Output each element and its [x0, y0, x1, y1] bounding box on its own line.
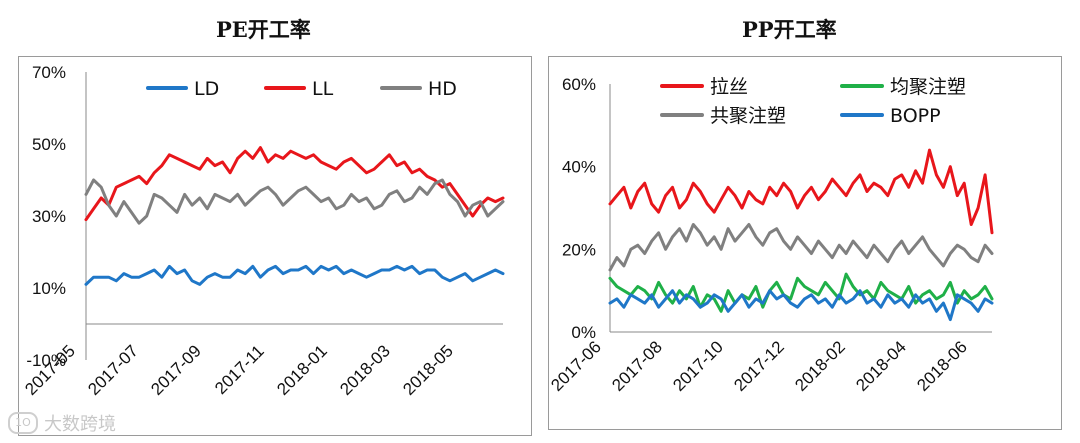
pp-y-tick-label: 20%: [562, 240, 596, 259]
pe-legend-label-1: LL: [312, 78, 334, 100]
pp-y-tick-label: 60%: [562, 75, 596, 94]
pp-legend-label-0: 拉丝: [710, 76, 748, 98]
pp-x-tick-label: 2017-06: [547, 337, 605, 395]
pe-legend-label-0: LD: [194, 78, 219, 100]
pp-series-line-3: [608, 289, 994, 322]
pe-series-line-1: [84, 146, 505, 222]
pe-legend-label-2: HD: [428, 78, 457, 100]
watermark-logo-icon: 1O: [8, 412, 38, 434]
pp-x-tick-label: 2018-06: [913, 337, 971, 395]
pe-x-tick-label: 2017-07: [84, 341, 142, 399]
pe-series-line-2: [84, 178, 505, 225]
pp-x-tick-label: 2017-10: [669, 337, 727, 395]
pp-chart-frame: [548, 56, 1062, 430]
pp-x-tick-label: 2018-04: [852, 337, 910, 395]
pp-series-line-0: [608, 148, 994, 235]
pe-x-tick-label: 2018-05: [399, 341, 457, 399]
pp-chart-title: PP开工率: [742, 17, 837, 42]
pe-y-tick-label: -10%: [26, 351, 66, 370]
pp-y-tick-label: 0%: [571, 323, 596, 342]
pe-x-tick-label: 2018-03: [336, 341, 394, 399]
pe-x-tick-label: 2017-09: [147, 341, 205, 399]
pp-series-line-2: [608, 223, 994, 272]
pp-y-tick-label: 40%: [562, 158, 596, 177]
pp-series-line-1: [608, 272, 994, 313]
pp-legend-label-2: 共聚注塑: [710, 105, 786, 127]
pp-x-tick-label: 2018-02: [791, 337, 849, 395]
pe-chart-title: PE开工率: [216, 17, 311, 42]
watermark: 1O 大数跨境: [8, 410, 116, 436]
pp-legend-label-3: BOPP: [890, 105, 941, 127]
pp-x-tick-label: 2017-08: [608, 337, 666, 395]
pe-y-tick-label: 70%: [32, 63, 66, 82]
pe-chart-frame: [18, 56, 532, 436]
pe-series-line-0: [84, 264, 505, 286]
pe-y-tick-label: 30%: [32, 207, 66, 226]
pe-y-tick-label: 10%: [32, 279, 66, 298]
pe-x-tick-label: 2017-11: [211, 341, 268, 398]
pe-y-tick-label: 50%: [32, 135, 66, 154]
pe-x-tick-label: 2018-01: [273, 341, 331, 399]
watermark-text: 大数跨境: [44, 414, 116, 435]
pp-x-tick-label: 2017-12: [730, 337, 788, 395]
pp-legend-label-1: 均聚注塑: [890, 76, 966, 98]
